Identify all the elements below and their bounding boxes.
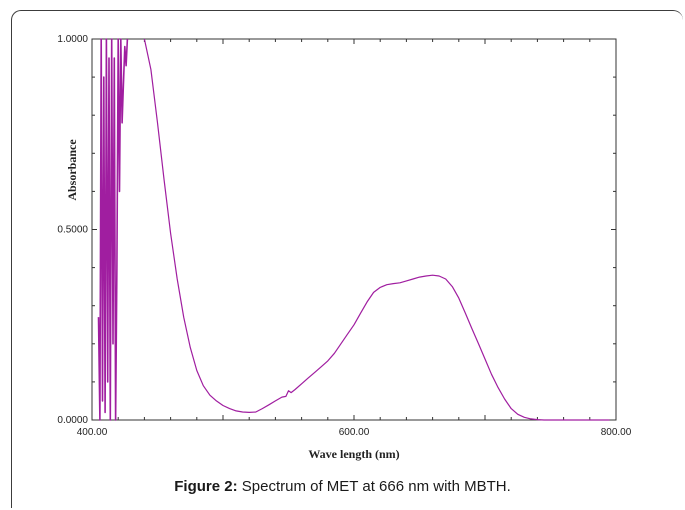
y-tick-label: 0.0000 <box>57 415 88 426</box>
x-tick-label: 800.00 <box>601 427 632 438</box>
caption-text: Spectrum of MET at 666 nm with MBTH. <box>237 478 511 495</box>
y-tick-label: 1.0000 <box>57 34 88 45</box>
y-tick-label: 0.5000 <box>57 225 88 236</box>
x-axis-label: Wave length (nm) <box>308 447 399 461</box>
axis-tick-labels: 400.00 600.00 800.00 0.0000 0.5000 1.0000 <box>57 34 631 438</box>
absorbance-spectrum-line <box>143 38 610 421</box>
axis-ticks <box>91 38 617 421</box>
x-tick-label: 400.00 <box>77 427 108 438</box>
y-axis-label: Absorbance <box>65 139 79 201</box>
caption-label: Figure 2: <box>174 478 238 495</box>
spectrum-chart: 400.00 600.00 800.00 0.0000 0.5000 1.0000 Wav… <box>57 34 631 461</box>
x-tick-label: 600.00 <box>339 427 370 438</box>
figure-caption: Figure 2: Spectrum of MET at 666 nm with… <box>0 478 685 495</box>
noise-region-line <box>97 38 129 421</box>
series-group <box>97 38 610 421</box>
